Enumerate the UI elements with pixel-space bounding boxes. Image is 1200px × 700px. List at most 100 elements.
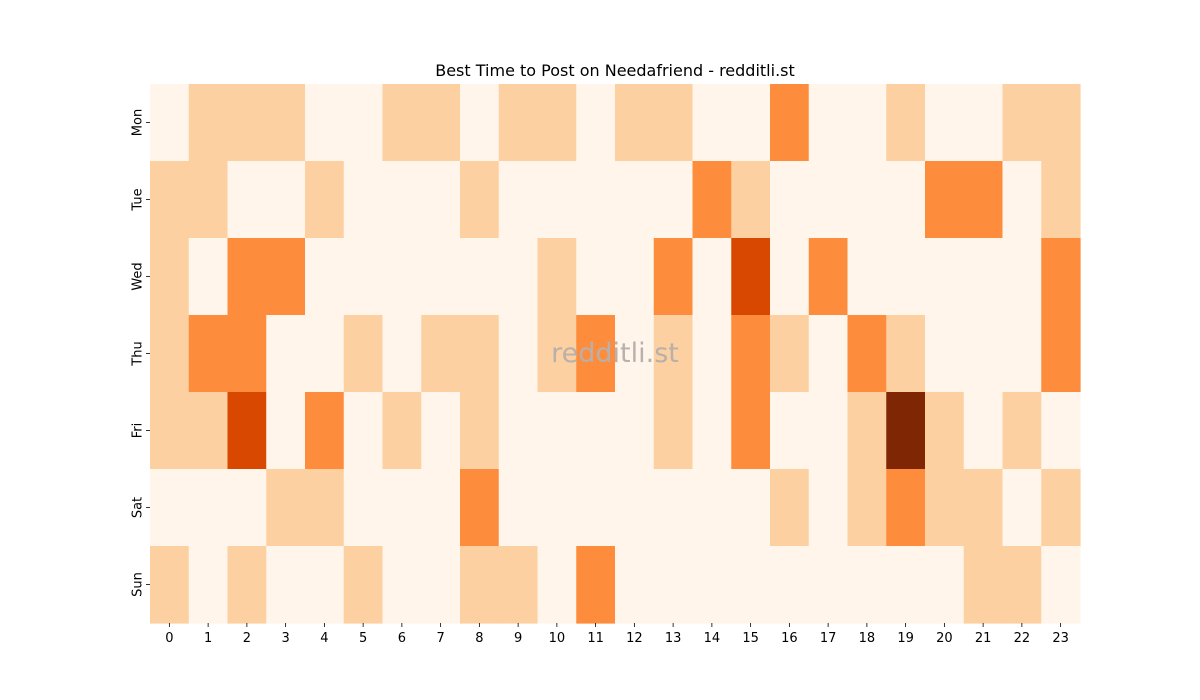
heatmap-cell xyxy=(653,84,694,162)
heatmap-cell xyxy=(847,84,887,162)
heatmap-cell xyxy=(925,392,965,470)
x-tick-label: 1 xyxy=(204,631,212,646)
heatmap-cell xyxy=(731,315,771,393)
heatmap-cell xyxy=(305,546,345,624)
heatmap-cell xyxy=(808,546,849,624)
heatmap-cell xyxy=(770,84,810,162)
heatmap-cell xyxy=(692,315,732,393)
heatmap-cell xyxy=(770,392,810,470)
x-tick-label: 22 xyxy=(1014,631,1031,646)
heatmap-cell xyxy=(343,546,384,624)
heatmap-cell xyxy=(188,315,229,393)
heatmap-cell xyxy=(576,161,616,239)
heatmap-cell xyxy=(266,469,306,547)
heatmap-cell xyxy=(847,315,887,393)
heatmap-cell xyxy=(188,84,229,162)
heatmap-cell xyxy=(227,469,267,547)
x-tick-label: 6 xyxy=(398,631,406,646)
heatmap-cell xyxy=(963,161,1004,239)
heatmap-cell xyxy=(1002,546,1042,624)
heatmap-cell xyxy=(731,238,771,316)
heatmap-cell xyxy=(731,469,771,547)
heatmap-cell xyxy=(808,238,849,316)
x-tick-label: 21 xyxy=(975,631,992,646)
heatmap-cell xyxy=(886,84,926,162)
x-tick-label: 16 xyxy=(781,631,798,646)
heatmap-cell xyxy=(305,238,345,316)
heatmap-cell xyxy=(460,469,500,547)
heatmap-cell xyxy=(382,84,422,162)
heatmap-cell xyxy=(305,469,345,547)
heatmap-cell xyxy=(266,315,306,393)
heatmap-cell xyxy=(382,238,422,316)
heatmap-cell xyxy=(1002,469,1042,547)
heatmap-cell xyxy=(963,392,1004,470)
heatmap-cell xyxy=(227,238,267,316)
heatmap-cell xyxy=(343,238,384,316)
heatmap-cell xyxy=(227,392,267,470)
heatmap-cell xyxy=(305,84,345,162)
heatmap-cell xyxy=(692,161,732,239)
heatmap-cell xyxy=(227,315,267,393)
heatmap-cell xyxy=(1041,469,1081,547)
heatmap-cell xyxy=(1041,392,1081,470)
heatmap-cell xyxy=(808,392,849,470)
heatmap-cell xyxy=(188,238,229,316)
heatmap-cell xyxy=(1002,315,1042,393)
heatmap-cell xyxy=(266,161,306,239)
heatmap-cell xyxy=(460,546,500,624)
x-tick-label: 4 xyxy=(320,631,328,646)
heatmap-cell xyxy=(537,392,577,470)
x-tick-label: 17 xyxy=(820,631,837,646)
y-axis: Mon Tue Wed Thu Fri Sat Sun xyxy=(131,109,150,597)
heatmap-cell xyxy=(615,315,655,393)
heatmap-cell xyxy=(421,161,461,239)
heatmap-cell xyxy=(266,546,306,624)
x-tick-label: 9 xyxy=(514,631,522,646)
heatmap-cell xyxy=(537,161,577,239)
heatmap-cell xyxy=(266,238,306,316)
heatmap-cell xyxy=(537,238,577,316)
heatmap-cell xyxy=(1002,238,1042,316)
heatmap-cell xyxy=(343,161,384,239)
x-tick-label: 14 xyxy=(704,631,721,646)
heatmap-cell xyxy=(150,315,190,393)
heatmap-cell xyxy=(731,161,771,239)
heatmap-cell xyxy=(770,238,810,316)
x-tick-label: 7 xyxy=(436,631,444,646)
heatmap-cell xyxy=(1041,238,1081,316)
x-tick-label: 12 xyxy=(626,631,643,646)
x-tick-label: 15 xyxy=(742,631,759,646)
heatmap-cell xyxy=(963,238,1004,316)
heatmap-cell xyxy=(925,161,965,239)
heatmap-cell xyxy=(615,84,655,162)
heatmap-cell xyxy=(692,238,732,316)
heatmap-cell xyxy=(227,84,267,162)
heatmap-cell xyxy=(188,546,229,624)
heatmap-cell xyxy=(886,469,926,547)
heatmap-cell xyxy=(653,546,694,624)
heatmap-cell xyxy=(576,315,616,393)
heatmap-cell xyxy=(1041,546,1081,624)
heatmap-cell xyxy=(498,315,539,393)
heatmap-cell xyxy=(188,469,229,547)
heatmap-cell xyxy=(963,315,1004,393)
heatmap-cell xyxy=(963,469,1004,547)
heatmap-cell xyxy=(847,238,887,316)
y-tick-label: Wed xyxy=(131,262,146,290)
heatmap-cell xyxy=(615,161,655,239)
heatmap-cell xyxy=(692,469,732,547)
heatmap-cell xyxy=(266,392,306,470)
heatmap-cell xyxy=(1002,392,1042,470)
heatmap-cell xyxy=(460,161,500,239)
heatmap-cell xyxy=(963,546,1004,624)
heatmap-cell xyxy=(343,392,384,470)
heatmap-cell xyxy=(382,392,422,470)
x-tick-label: 18 xyxy=(859,631,876,646)
heatmap-cell xyxy=(576,469,616,547)
heatmap-cell xyxy=(692,392,732,470)
heatmap-cell xyxy=(150,161,190,239)
heatmap-cell xyxy=(770,161,810,239)
heatmap-cell xyxy=(227,161,267,239)
heatmap-cell xyxy=(615,546,655,624)
